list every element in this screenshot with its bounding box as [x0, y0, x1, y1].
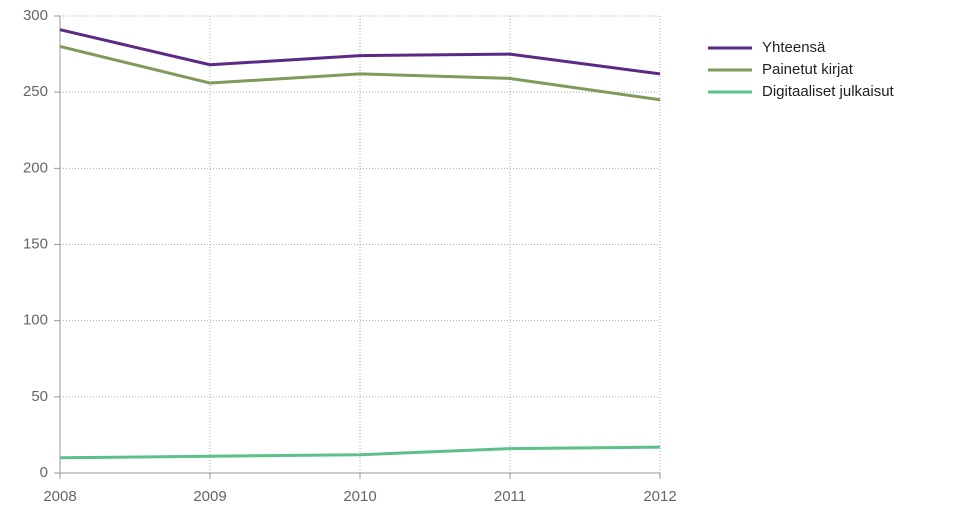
x-tick-label: 2012 [643, 488, 676, 505]
line [59, 45, 661, 102]
x-tick-label: 2010 [343, 488, 376, 505]
y-tick-label: 150 [23, 235, 48, 252]
x-tick-label: 2011 [494, 488, 526, 505]
line [59, 445, 661, 460]
y-tick-label: 200 [23, 159, 48, 176]
legend-label: Painetut kirjat [762, 61, 854, 78]
x-tick-label: 2009 [193, 488, 226, 505]
legend: Yhteensä Painetut kirjat Digitaaliset julk… [708, 39, 895, 100]
y-tick-label: 250 [23, 83, 48, 100]
y-tick-label: 300 [23, 7, 48, 24]
legend-label: Digitaaliset julkaisut [762, 83, 895, 100]
legend-label: Yhteensä [762, 39, 826, 56]
y-tick-label: 50 [31, 388, 48, 405]
line [59, 28, 661, 76]
y-tick-label: 0 [40, 464, 48, 481]
y-tick-label: 100 [23, 312, 48, 329]
x-tick-label: 2008 [43, 488, 76, 505]
